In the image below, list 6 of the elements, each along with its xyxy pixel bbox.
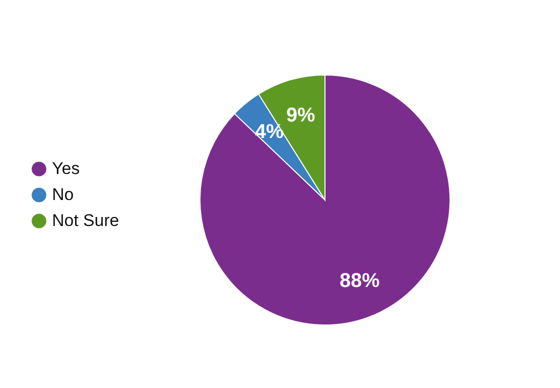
data-label: 9% [286,104,316,126]
legend-label: No [52,185,74,204]
data-label: 88% [340,270,380,292]
legend-label: Yes [52,159,80,178]
pie-slice [200,74,450,326]
legend-label: Not Sure [52,211,120,230]
